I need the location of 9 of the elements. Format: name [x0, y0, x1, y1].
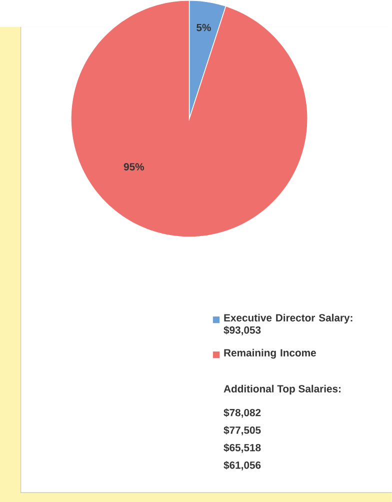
data-label: 5%: [196, 24, 211, 32]
legend-label: Remaining Income: [224, 348, 316, 359]
text: $78,082: [224, 408, 261, 418]
text: $65,518: [224, 444, 261, 453]
legend-label: Executive Director Salary: $93,053: [224, 314, 352, 336]
text: $77,505: [224, 426, 261, 436]
data-label: 95%: [124, 163, 144, 170]
text: Additional Top Salaries:: [224, 384, 340, 394]
text: $61,056: [224, 461, 261, 470]
